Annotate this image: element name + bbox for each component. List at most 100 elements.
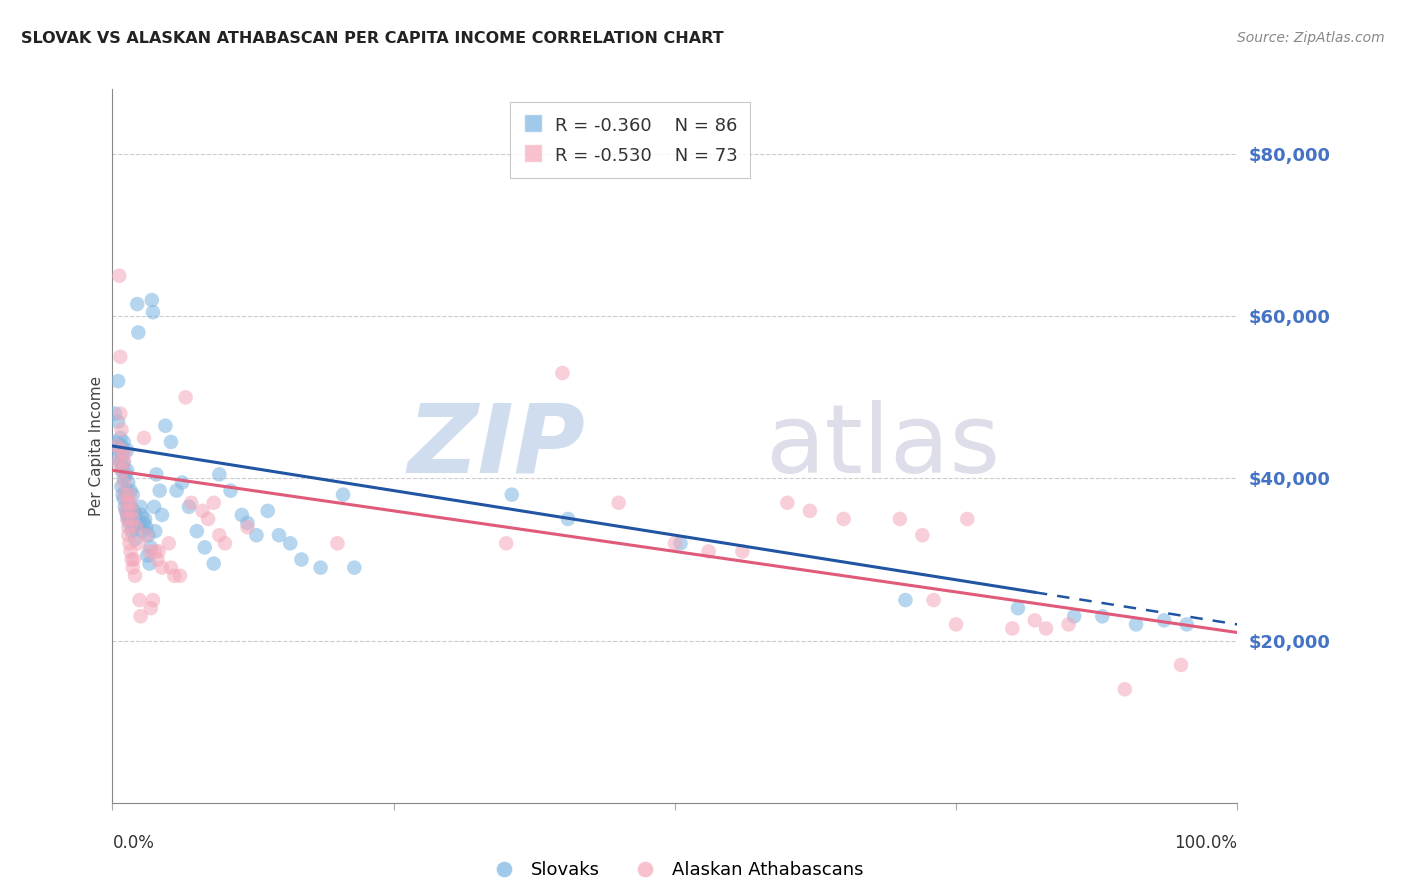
Point xyxy=(664,536,686,550)
Point xyxy=(105,451,128,466)
Text: 100.0%: 100.0% xyxy=(1174,834,1237,852)
Point xyxy=(110,407,132,421)
Point xyxy=(124,508,146,522)
Point xyxy=(110,350,132,364)
Point xyxy=(107,374,129,388)
Point xyxy=(139,541,162,555)
Point xyxy=(108,268,131,283)
Point xyxy=(146,552,169,566)
Point xyxy=(112,471,135,485)
Point xyxy=(121,524,143,538)
Point xyxy=(894,593,917,607)
Point xyxy=(122,504,145,518)
Point xyxy=(139,601,162,615)
Point xyxy=(118,516,141,530)
Point xyxy=(107,439,129,453)
Point xyxy=(148,544,170,558)
Point xyxy=(131,508,153,522)
Point xyxy=(132,524,155,538)
Point xyxy=(110,463,132,477)
Point xyxy=(128,593,150,607)
Text: ZIP: ZIP xyxy=(406,400,585,492)
Point xyxy=(1125,617,1147,632)
Point xyxy=(127,536,149,550)
Point xyxy=(129,609,152,624)
Point xyxy=(111,463,134,477)
Point xyxy=(172,475,194,490)
Point xyxy=(236,516,259,530)
Point xyxy=(889,512,911,526)
Point xyxy=(121,504,143,518)
Point xyxy=(163,568,186,582)
Point xyxy=(607,496,630,510)
Point xyxy=(115,463,138,477)
Point xyxy=(174,390,197,404)
Point xyxy=(1170,657,1192,672)
Point xyxy=(115,483,138,498)
Point xyxy=(551,366,574,380)
Point xyxy=(278,536,301,550)
Point xyxy=(118,488,141,502)
Point xyxy=(149,483,172,498)
Point xyxy=(191,504,214,518)
Point xyxy=(128,516,150,530)
Text: SLOVAK VS ALASKAN ATHABASCAN PER CAPITA INCOME CORRELATION CHART: SLOVAK VS ALASKAN ATHABASCAN PER CAPITA … xyxy=(21,31,724,46)
Point xyxy=(124,568,146,582)
Point xyxy=(110,455,132,469)
Point xyxy=(112,475,135,490)
Point xyxy=(138,528,160,542)
Point xyxy=(110,439,132,453)
Point xyxy=(115,467,138,482)
Point xyxy=(104,434,127,449)
Point xyxy=(110,479,132,493)
Point xyxy=(111,488,134,502)
Point xyxy=(112,455,135,469)
Point xyxy=(120,544,142,558)
Point xyxy=(132,516,155,530)
Point xyxy=(114,447,136,461)
Point xyxy=(122,520,145,534)
Point xyxy=(731,544,754,558)
Point xyxy=(290,552,312,566)
Point xyxy=(832,512,855,526)
Point xyxy=(121,560,143,574)
Point xyxy=(111,447,134,461)
Point xyxy=(697,544,720,558)
Point xyxy=(1153,613,1175,627)
Point xyxy=(110,443,132,458)
Point xyxy=(309,560,332,574)
Point xyxy=(114,488,136,502)
Point xyxy=(160,434,183,449)
Point xyxy=(115,504,138,518)
Point xyxy=(143,524,166,538)
Point xyxy=(120,500,142,514)
Point xyxy=(1007,601,1029,615)
Point xyxy=(1001,622,1024,636)
Point xyxy=(112,455,135,469)
Point xyxy=(110,431,132,445)
Point xyxy=(105,439,128,453)
Legend: R = -0.360    N = 86, R = -0.530    N = 73: R = -0.360 N = 86, R = -0.530 N = 73 xyxy=(509,102,751,178)
Point xyxy=(117,475,139,490)
Point xyxy=(219,483,242,498)
Point xyxy=(115,512,138,526)
Point xyxy=(1057,617,1080,632)
Point xyxy=(124,533,146,547)
Point xyxy=(121,488,143,502)
Point xyxy=(143,500,166,514)
Point xyxy=(132,431,155,445)
Point xyxy=(245,528,267,542)
Point xyxy=(138,544,160,558)
Point xyxy=(343,560,366,574)
Point xyxy=(669,536,692,550)
Point xyxy=(115,443,138,458)
Point xyxy=(115,504,138,518)
Point xyxy=(121,552,143,566)
Point xyxy=(150,508,173,522)
Point xyxy=(117,512,139,526)
Point xyxy=(108,443,131,458)
Point xyxy=(122,552,145,566)
Point xyxy=(922,593,945,607)
Point xyxy=(117,496,139,510)
Text: atlas: atlas xyxy=(765,400,1000,492)
